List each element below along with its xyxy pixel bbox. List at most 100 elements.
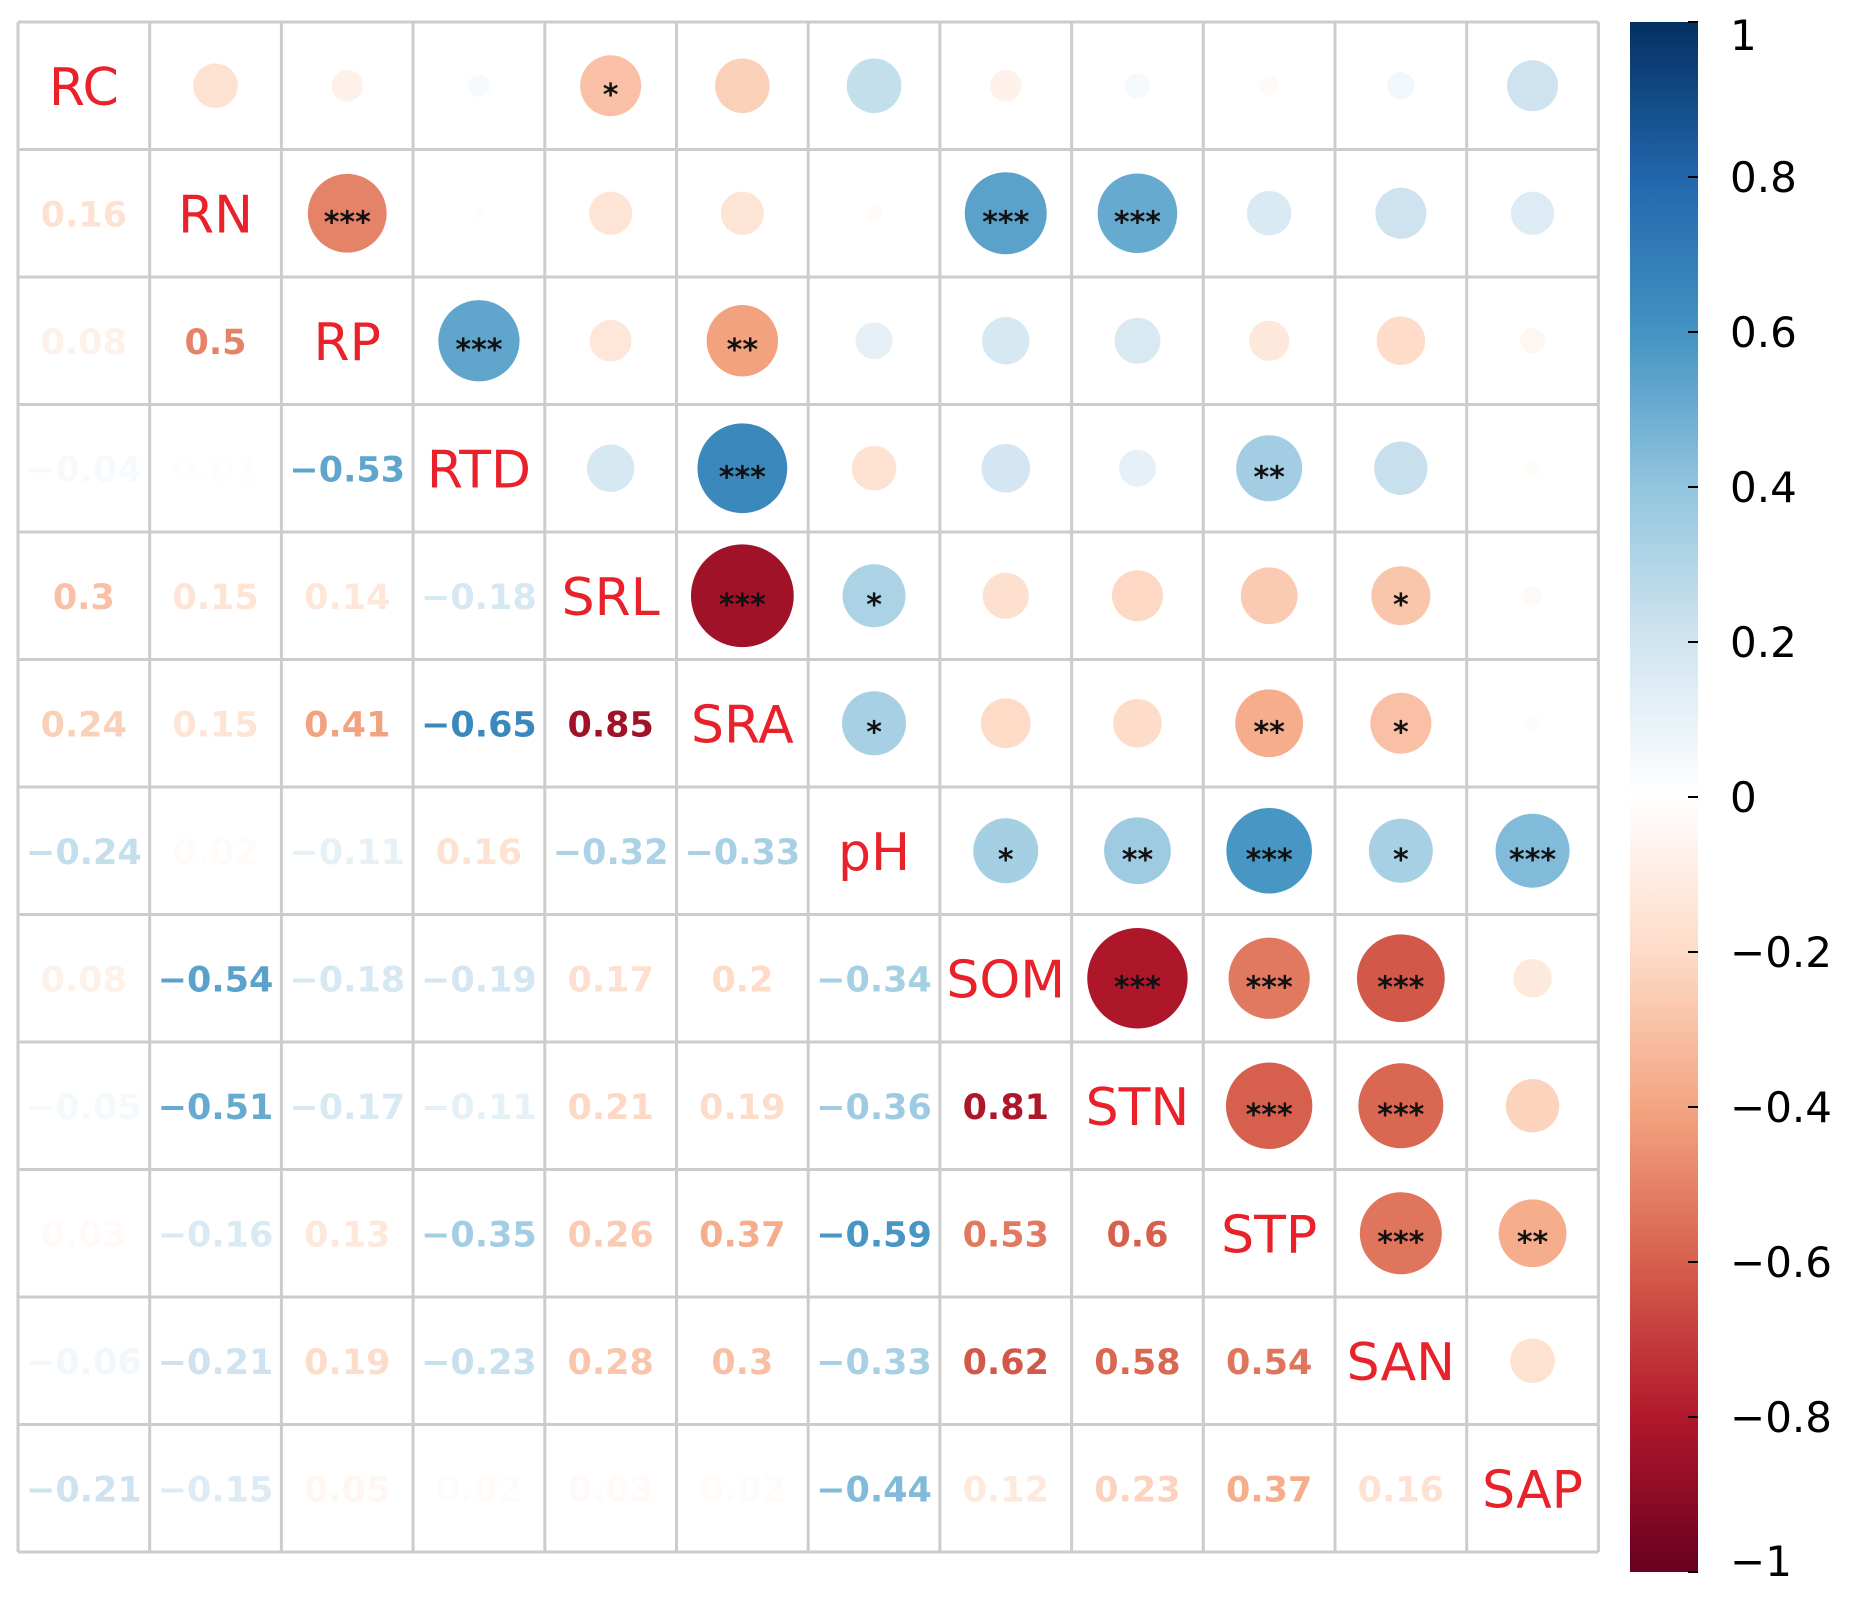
correlation-circle	[715, 58, 770, 114]
correlation-circle	[580, 55, 642, 117]
colorbar-tick-label: −0.6	[1730, 1238, 1832, 1287]
correlation-circle	[1249, 320, 1290, 361]
significance-stars: ***	[719, 588, 766, 623]
correlation-value-label: 0.37	[1226, 1470, 1312, 1510]
correlation-circle	[1356, 934, 1445, 1023]
correlation-value-label: −0.59	[816, 1215, 932, 1255]
correlation-value-label: −0.54	[158, 960, 274, 1000]
correlation-value-label: 0.58	[1094, 1343, 1180, 1383]
correlation-value-label: 0.08	[41, 960, 127, 1000]
correlation-circle	[1259, 76, 1279, 96]
colorbar-tick-label: 0.8	[1730, 153, 1797, 202]
significance-stars: **	[1122, 843, 1154, 878]
matrix-cells: RC *0.16 RN *** *** ***0.08 0.5 RP *** **−0.04 0.0…	[26, 55, 1583, 1520]
diagonal-label-srl: SRL	[562, 568, 660, 628]
significance-stars: ***	[1114, 970, 1161, 1005]
correlation-circle	[589, 191, 633, 235]
correlation-circle	[697, 423, 788, 514]
correlation-value-label: −0.17	[289, 1088, 405, 1128]
correlation-value-label: −0.33	[685, 833, 801, 873]
significance-stars: ***	[1114, 205, 1161, 240]
significance-stars: **	[1253, 715, 1285, 750]
correlation-value-label: 0.41	[304, 705, 390, 745]
correlation-circle	[1225, 1062, 1313, 1149]
correlation-value-label: −0.05	[26, 1088, 142, 1128]
correlation-value-label: −0.19	[421, 960, 537, 1000]
significance-stars: *	[998, 843, 1014, 878]
colorbar: 1 0.8 0.6 0.4 0.2 0 −0.2 −0.4 −0.6 −0.8 −1	[1630, 11, 1832, 1586]
significance-stars: *	[603, 78, 619, 113]
correlation-circle	[1240, 567, 1298, 625]
correlation-circle	[855, 322, 893, 360]
correlation-circle	[473, 207, 485, 219]
colorbar-tick-label: −0.2	[1730, 928, 1832, 977]
correlation-circle	[1124, 73, 1150, 99]
significance-stars: *	[1393, 588, 1409, 623]
diagonal-label-sap: SAP	[1482, 1460, 1583, 1520]
significance-stars: ***	[719, 460, 766, 495]
correlation-value-label: −0.65	[421, 705, 537, 745]
significance-stars: ***	[1377, 1098, 1424, 1133]
significance-stars: **	[1253, 460, 1285, 495]
correlation-circle	[1513, 958, 1552, 998]
correlation-value-label: 0.08	[41, 323, 127, 363]
colorbar-tick-label: 0	[1730, 773, 1757, 822]
correlation-value-label: 0.3	[53, 578, 115, 618]
correlation-circle	[1087, 928, 1188, 1029]
correlation-circle	[964, 172, 1047, 255]
correlation-circle	[586, 444, 635, 492]
correlation-value-label: −0.21	[158, 1343, 274, 1383]
correlation-circle	[1114, 317, 1161, 364]
significance-stars: ***	[1246, 1098, 1293, 1133]
correlation-value-label: 0.03	[41, 1215, 127, 1255]
significance-stars: ***	[1246, 843, 1293, 878]
correlation-value-label: −0.35	[421, 1215, 537, 1255]
diagonal-label-stn: STN	[1086, 1078, 1190, 1138]
diagonal-label-rn: RN	[178, 185, 253, 245]
correlation-circle	[1118, 449, 1156, 487]
correlation-value-label: 0.15	[172, 705, 258, 745]
diagonal-label-rp: RP	[314, 313, 382, 373]
correlation-value-label: −0.44	[816, 1470, 932, 1510]
diagonal-label-rc: RC	[49, 58, 119, 118]
correlation-circle	[1510, 1338, 1555, 1384]
correlation-value-label: 0.2	[711, 960, 773, 1000]
correlation-circle	[1111, 570, 1163, 622]
significance-stars: *	[866, 715, 882, 750]
correlation-value-label: 0.14	[304, 578, 390, 618]
correlation-circle	[1235, 689, 1304, 758]
correlation-value-label: −0.21	[26, 1470, 142, 1510]
correlation-value-label: 0.02	[699, 1470, 785, 1510]
correlation-value-label: −0.36	[816, 1088, 932, 1128]
correlation-value-label: 0.54	[1226, 1343, 1312, 1383]
correlation-value-label: 0.28	[567, 1343, 653, 1383]
correlation-value-label: 0.81	[963, 1088, 1049, 1128]
correlation-circle	[1104, 817, 1171, 885]
colorbar-tick-label: 0.6	[1730, 308, 1797, 357]
matrix-grid	[16, 20, 1600, 1554]
correlation-circle	[1375, 187, 1427, 239]
correlation-value-label: 0.01	[172, 450, 258, 490]
correlation-value-label: 0.21	[567, 1088, 653, 1128]
diagonal-label-ph: pH	[838, 823, 910, 883]
correlation-circle	[307, 173, 387, 253]
correlation-value-label: 0.12	[963, 1470, 1049, 1510]
correlation-circle	[1358, 1063, 1444, 1149]
correlation-value-label: 0.24	[41, 705, 127, 745]
correlation-value-label: −0.53	[289, 450, 405, 490]
correlation-circle	[1510, 191, 1555, 235]
correlation-value-label: −0.23	[421, 1343, 537, 1383]
correlation-value-label: −0.33	[816, 1343, 932, 1383]
correlation-value-label: −0.18	[421, 578, 537, 618]
correlation-circle	[846, 58, 902, 114]
correlation-circle	[193, 63, 238, 109]
significance-stars: **	[727, 333, 759, 368]
significance-stars: ***	[1509, 843, 1556, 878]
correlation-value-label: 0.23	[1094, 1470, 1180, 1510]
correlation-circle	[981, 443, 1031, 493]
correlation-circle	[1524, 460, 1541, 477]
correlation-value-label: 0.19	[304, 1343, 390, 1383]
correlation-value-label: −0.11	[289, 833, 405, 873]
correlation-value-label: 0.15	[172, 578, 258, 618]
correlation-value-label: −0.06	[26, 1343, 142, 1383]
